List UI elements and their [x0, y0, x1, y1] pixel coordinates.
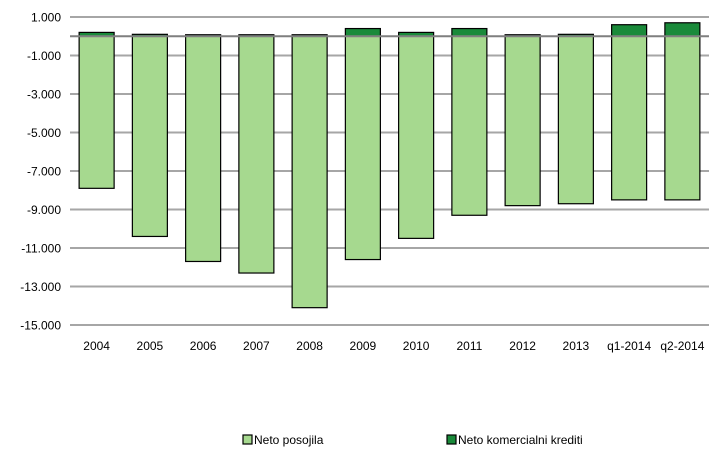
legend-label: Neto posojila — [254, 433, 324, 447]
y-tick-label: -9.000 — [27, 203, 61, 217]
y-tick-label: -11.000 — [21, 242, 61, 256]
bar-neto-komercialni-krediti — [664, 22, 701, 37]
y-tick-label: -1.000 — [27, 49, 61, 63]
x-tick-label: 2004 — [83, 339, 110, 353]
bar-neto-posojila — [504, 35, 541, 207]
x-tick-label: 2005 — [137, 339, 164, 353]
x-tick-label: 2010 — [403, 339, 430, 353]
bar-neto-posojila — [344, 35, 381, 261]
x-tick-label: 2007 — [243, 339, 270, 353]
x-tick-label: 2011 — [456, 339, 482, 353]
legend-swatch — [446, 434, 457, 445]
bar-neto-posojila — [664, 35, 701, 201]
bars — [78, 22, 701, 309]
bar-neto-komercialni-krediti — [611, 24, 648, 37]
bar-neto-posojila — [398, 35, 435, 239]
bar-neto-komercialni-krediti — [451, 27, 488, 37]
legend-swatch — [242, 434, 253, 445]
y-tick-label: -5.000 — [27, 126, 61, 140]
y-axis-tick-labels: 1.000 -1.000 -3.000 -5.000 -7.000 -9.000 -11.0… — [20, 11, 61, 333]
x-tick-label: q1-2014 — [607, 339, 651, 353]
y-tick-label: -15.000 — [20, 319, 61, 333]
bar-neto-posojila — [131, 35, 168, 238]
bar-neto-posojila — [557, 35, 594, 205]
bar-neto-posojila — [291, 35, 328, 309]
bar-neto-posojila — [78, 35, 115, 189]
bar-neto-posojila — [238, 35, 275, 274]
bar-neto-komercialni-krediti — [344, 27, 381, 37]
y-tick-label: -13.000 — [20, 280, 61, 294]
x-tick-label: 2009 — [350, 339, 377, 353]
bar-neto-posojila — [611, 35, 648, 201]
x-axis-tick-labels: 2004 2005 2006 2007 2008 2009 2010 2011 2012 2013… — [83, 339, 704, 353]
x-tick-label: 2013 — [563, 339, 590, 353]
y-tick-label: 1.000 — [31, 11, 61, 25]
x-tick-label: 2008 — [296, 339, 323, 353]
x-tick-label: 2012 — [509, 339, 536, 353]
x-tick-label: q2-2014 — [660, 339, 704, 353]
gridlines — [70, 16, 709, 326]
y-tick-label: -7.000 — [27, 165, 61, 179]
legend: Neto posojila Neto komercialni krediti — [242, 433, 583, 447]
bar-neto-posojila — [451, 35, 488, 216]
legend-label: Neto komercialni krediti — [458, 433, 583, 447]
bar-neto-posojila — [185, 35, 222, 263]
y-tick-label: -3.000 — [27, 88, 61, 102]
x-tick-label: 2006 — [190, 339, 217, 353]
